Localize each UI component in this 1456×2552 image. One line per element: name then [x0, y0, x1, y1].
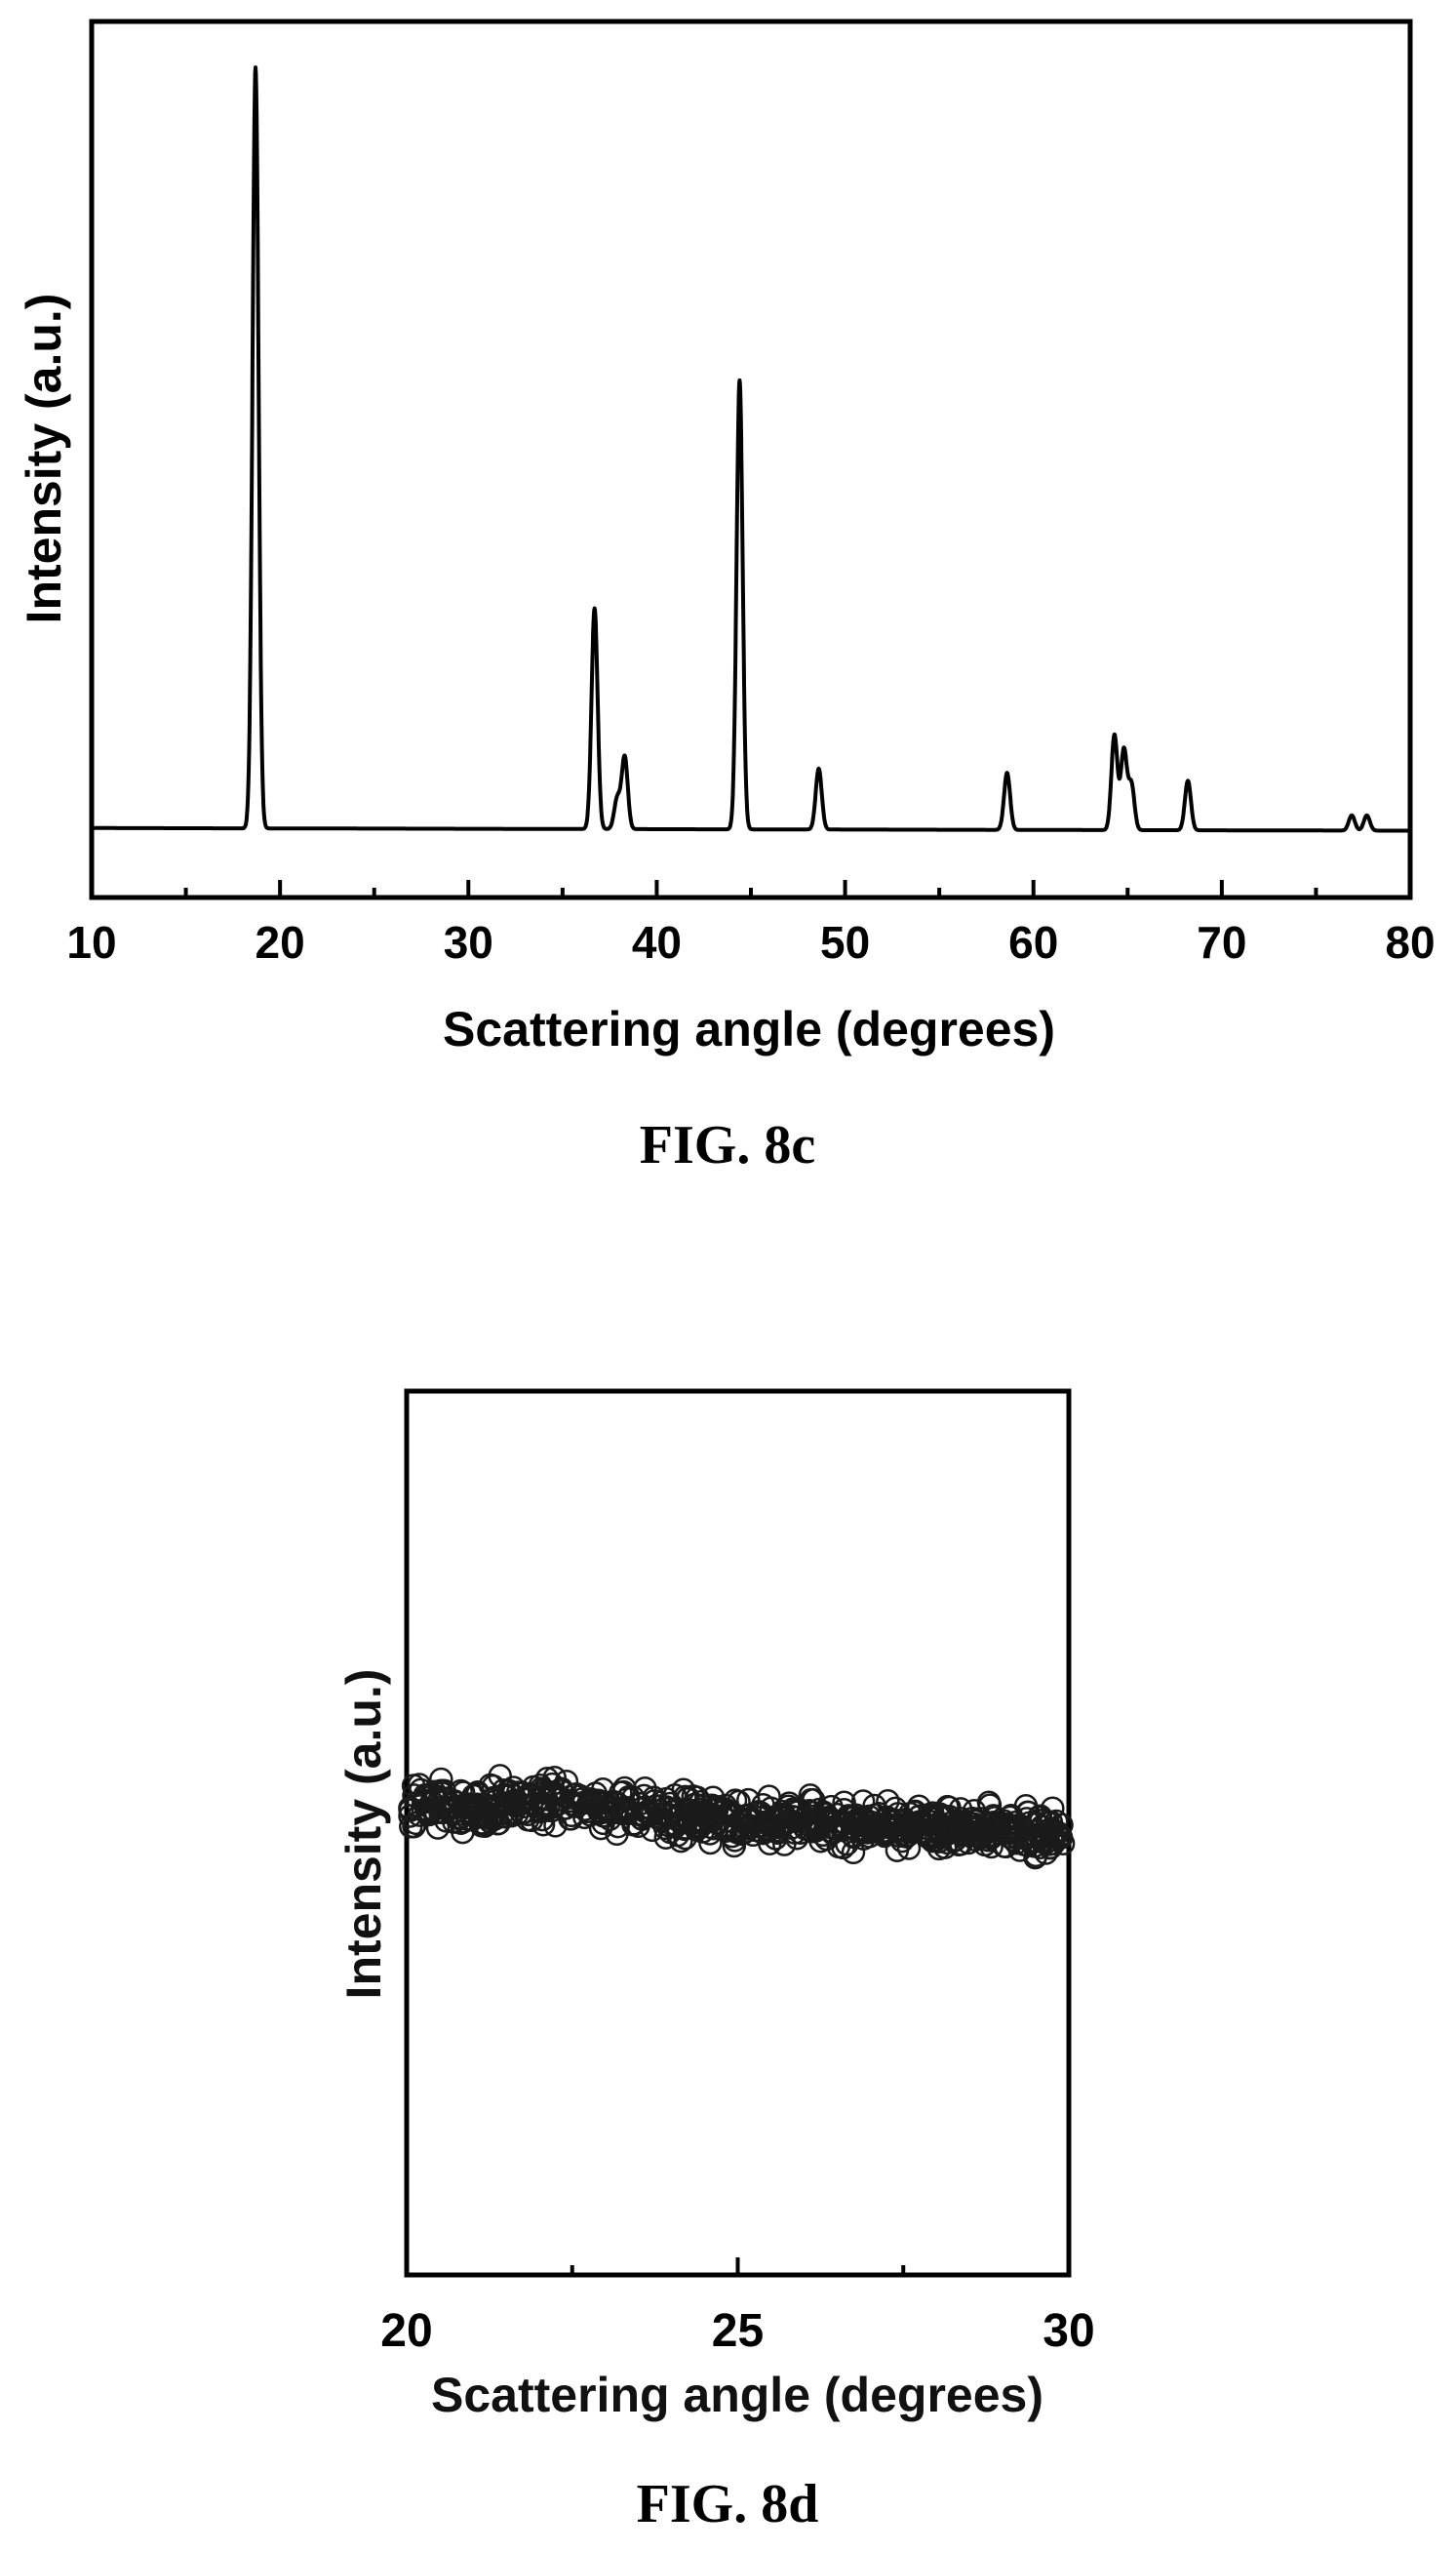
data-point [725, 1817, 749, 1842]
data-point [543, 1780, 568, 1806]
x-tick-label: 50 [820, 917, 870, 968]
data-point [529, 1776, 554, 1801]
data-point [486, 1812, 510, 1836]
data-point [1034, 1841, 1058, 1865]
data-point [979, 1834, 1003, 1859]
figure-caption-8d: FIG. 8d [637, 2474, 819, 2534]
x-axis-tick-labels: 20 25 30 [380, 2305, 1094, 2357]
data-point [1041, 1796, 1065, 1820]
x-tick-label: 70 [1197, 917, 1246, 968]
data-point [907, 1794, 931, 1818]
data-point [583, 1781, 609, 1806]
diffraction-pattern-line [90, 65, 1412, 833]
data-point [586, 1798, 611, 1823]
data-point [621, 1813, 646, 1837]
x-tick-label: 30 [1043, 2305, 1094, 2357]
x-axis-title: Scattering angle (degrees) [443, 1002, 1055, 1057]
x-tick-label: 25 [712, 2305, 764, 2357]
data-point [1038, 1835, 1063, 1860]
data-point [675, 1787, 699, 1812]
data-point [659, 1812, 685, 1837]
data-point [570, 1787, 595, 1812]
data-point [546, 1791, 571, 1816]
x-tick-label: 30 [444, 917, 493, 968]
data-point [941, 1819, 965, 1845]
data-point [963, 1827, 988, 1853]
data-point [899, 1820, 925, 1845]
data-point [736, 1804, 762, 1828]
data-point [676, 1806, 700, 1830]
y-axis-title: Intensity (a.u.) [336, 1669, 391, 2000]
data-point [846, 1810, 871, 1834]
data-point [804, 1818, 828, 1843]
data-point [751, 1820, 775, 1845]
data-point [919, 1806, 944, 1831]
data-point [581, 1791, 607, 1815]
data-point [1043, 1809, 1069, 1834]
scatter-points [398, 1764, 1076, 1870]
data-point [1013, 1794, 1039, 1818]
data-point [1029, 1828, 1054, 1854]
x-tick-label: 10 [66, 917, 116, 968]
data-point [468, 1812, 493, 1837]
x-tick-label: 80 [1385, 917, 1435, 968]
data-point [413, 1797, 439, 1821]
data-point [635, 1799, 660, 1824]
x-axis-ticks [90, 880, 1412, 897]
xrd-chart-8c: 10 20 30 40 50 60 70 80 Scattering angle (degre… [17, 19, 1436, 1176]
data-point [451, 1793, 476, 1817]
data-point [632, 1783, 656, 1809]
data-point [736, 1787, 761, 1813]
data-point [483, 1807, 507, 1831]
data-point [925, 1812, 950, 1837]
data-point [793, 1816, 817, 1841]
data-point [957, 1821, 982, 1847]
data-point [963, 1809, 987, 1834]
data-point [512, 1800, 537, 1824]
data-point [892, 1814, 918, 1839]
x-tick-label: 20 [380, 2305, 432, 2357]
data-point [1012, 1832, 1037, 1856]
x-tick-label: 20 [256, 917, 305, 968]
data-point [798, 1783, 823, 1808]
xrd-chart-8d: 20 25 30 Scattering angle (degrees) Intens… [336, 1388, 1095, 2534]
data-point [478, 1773, 503, 1798]
data-point [509, 1780, 534, 1805]
x-tick-label: 40 [632, 917, 682, 968]
data-point [747, 1806, 771, 1830]
data-point [516, 1802, 540, 1827]
data-point [1022, 1834, 1046, 1858]
data-point [698, 1809, 724, 1834]
data-point [672, 1816, 697, 1842]
data-point [918, 1817, 942, 1842]
data-point [994, 1812, 1019, 1837]
x-axis-tick-labels: 10 20 30 40 50 60 70 80 [66, 917, 1435, 968]
data-point [475, 1806, 499, 1830]
data-point [820, 1820, 845, 1846]
data-point [754, 1818, 779, 1843]
x-axis-title: Scattering angle (degrees) [431, 2368, 1043, 2422]
y-axis-title: Intensity (a.u.) [17, 294, 71, 624]
figure-caption-8c: FIG. 8c [640, 1115, 815, 1176]
data-point [495, 1778, 521, 1804]
x-axis-ticks [405, 2257, 1071, 2275]
x-tick-label: 60 [1008, 917, 1058, 968]
plot-frame [89, 19, 1413, 900]
